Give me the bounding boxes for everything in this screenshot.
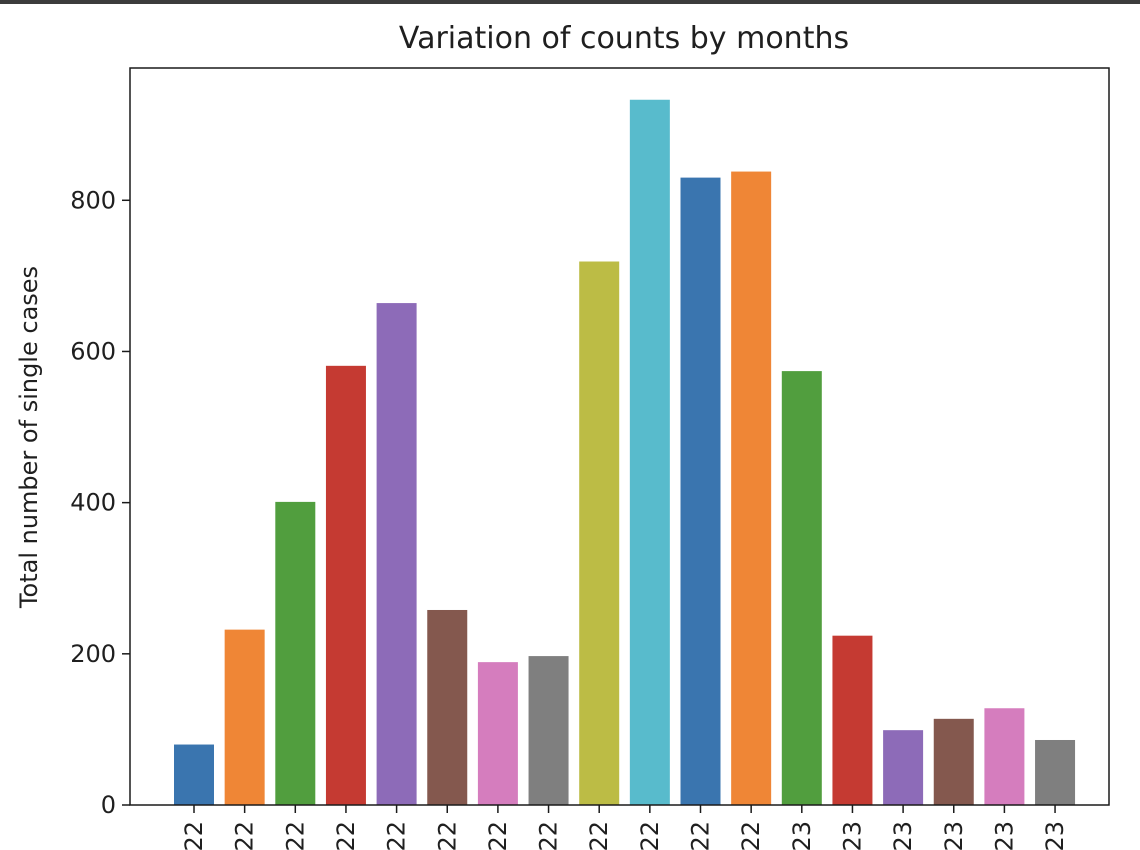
- y-tick-label-5: 800: [70, 186, 116, 214]
- bar-5: [376, 303, 417, 805]
- bar-2: [224, 629, 265, 805]
- x-tick-label-18: 23: [1041, 821, 1069, 850]
- y-tick-label-3: 400: [70, 489, 116, 517]
- bar-18: [1035, 739, 1076, 805]
- bar-4: [325, 365, 366, 805]
- x-axis-ticks: 22 22 22 22 22 22 22 22 22 22 22 22 23 23 23 23 23 23: [180, 805, 1069, 850]
- bar-14: [832, 635, 873, 805]
- bar-1: [174, 744, 214, 805]
- y-tick-label-2: 200: [70, 640, 116, 668]
- bars-group: [174, 99, 1076, 806]
- plot-area-frame: [129, 67, 1110, 806]
- bar-3: [275, 501, 316, 805]
- window-top-border: [0, 0, 1140, 4]
- x-tick-label-12: 22: [737, 821, 765, 850]
- chart-title: Variation of counts by months: [399, 21, 849, 56]
- bar-10: [629, 99, 670, 805]
- bar-16: [933, 718, 974, 805]
- x-tick-label-16: 23: [940, 821, 968, 850]
- x-tick-label-8: 22: [535, 821, 563, 850]
- x-tick-label-2: 22: [231, 821, 259, 850]
- y-tick-label-4: 600: [70, 337, 116, 365]
- x-tick-label-6: 22: [433, 821, 461, 850]
- bar-13: [781, 371, 822, 805]
- x-tick-label-17: 23: [990, 821, 1018, 850]
- bar-8: [528, 656, 569, 805]
- x-tick-label-15: 23: [889, 821, 917, 850]
- bar-6: [427, 609, 468, 805]
- y-axis-label: Total number of single cases: [15, 266, 43, 609]
- x-tick-label-4: 22: [332, 821, 360, 850]
- x-tick-label-9: 22: [585, 821, 613, 850]
- bar-17: [984, 708, 1025, 805]
- x-tick-label-1: 22: [180, 821, 208, 850]
- bar-11: [680, 177, 721, 806]
- x-tick-label-13: 23: [788, 821, 816, 850]
- y-tick-label-1: 0: [101, 791, 116, 819]
- bar-7: [477, 662, 518, 805]
- y-axis-ticks: 0 200 400 600 800: [70, 186, 130, 819]
- bar-12: [731, 171, 772, 805]
- x-tick-label-14: 23: [838, 821, 866, 850]
- x-tick-label-3: 22: [281, 821, 309, 850]
- bar-15: [883, 730, 924, 805]
- bar-9: [579, 261, 620, 805]
- x-tick-label-10: 22: [636, 821, 664, 850]
- x-tick-label-5: 22: [383, 821, 411, 850]
- x-tick-label-7: 22: [484, 821, 512, 850]
- x-tick-label-11: 22: [687, 821, 715, 850]
